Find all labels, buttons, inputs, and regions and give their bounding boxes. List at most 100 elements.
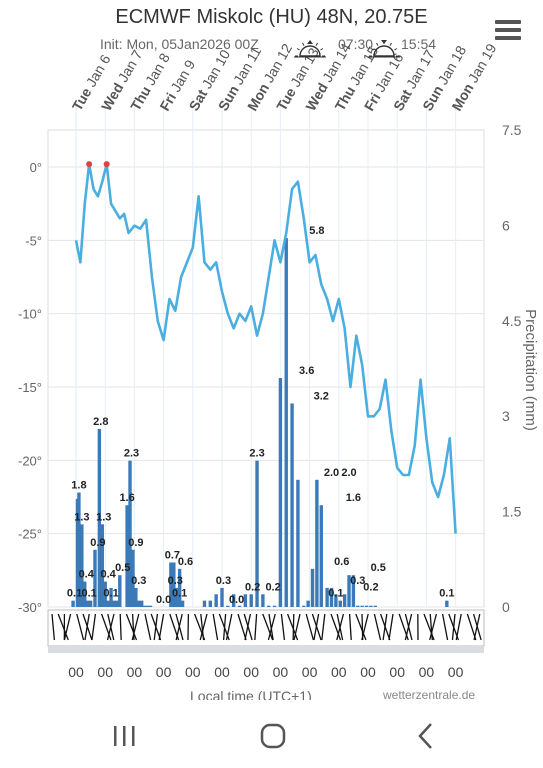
sunset-time: 15:54 bbox=[401, 36, 437, 52]
time-tick-label: 00 bbox=[419, 664, 435, 680]
precip-bar bbox=[118, 575, 122, 607]
recent-apps-icon[interactable] bbox=[104, 718, 144, 754]
precip-value-label: 0.2 bbox=[265, 581, 280, 593]
precip-value-label: 0.6 bbox=[178, 556, 193, 568]
precip-bar bbox=[220, 587, 224, 607]
wind-arrow bbox=[373, 613, 382, 641]
precip-bar bbox=[109, 587, 113, 607]
precip-bar bbox=[310, 568, 315, 607]
precip-bar bbox=[112, 600, 116, 607]
precip-value-label: 2.3 bbox=[124, 448, 139, 460]
precip-value-label: 0.3 bbox=[168, 575, 183, 587]
precip-bar bbox=[360, 605, 364, 607]
precip-bar bbox=[71, 600, 75, 607]
time-tick-label: 00 bbox=[185, 664, 201, 680]
precip-bar bbox=[325, 587, 329, 607]
precip-value-label: 1.3 bbox=[96, 511, 111, 523]
precip-value-label: 0.1 bbox=[172, 588, 187, 600]
back-icon[interactable] bbox=[406, 718, 446, 754]
precip-bar bbox=[347, 575, 351, 607]
precip-bar bbox=[329, 587, 334, 607]
precip-value-label: 3.2 bbox=[314, 390, 329, 402]
wind-arrow bbox=[63, 613, 72, 641]
precip-bar bbox=[302, 605, 306, 607]
time-tick-label: 00 bbox=[448, 664, 464, 680]
wind-arrow bbox=[119, 613, 122, 641]
precip-value-label: 0.0 bbox=[229, 594, 244, 606]
wind-arrow bbox=[455, 613, 462, 641]
wind-arrow bbox=[91, 613, 97, 641]
precip-bar bbox=[106, 600, 110, 607]
precip-bar bbox=[315, 479, 319, 607]
wind-arrow bbox=[293, 613, 301, 641]
precip-bar bbox=[145, 605, 150, 607]
wind-arrow bbox=[144, 613, 152, 641]
hamburger-menu-icon[interactable] bbox=[495, 20, 521, 42]
precip-bar bbox=[338, 600, 342, 607]
android-navbar bbox=[0, 700, 543, 768]
wind-arrow bbox=[348, 613, 352, 641]
time-tick-label: 00 bbox=[243, 664, 259, 680]
credit-text[interactable]: wetterzentrale.de bbox=[383, 688, 476, 702]
precip-value-label: 0.4 bbox=[100, 569, 116, 581]
precip-bar bbox=[137, 600, 141, 607]
temp-tick-label: -5° bbox=[25, 233, 42, 248]
precip-value-label: 0.1 bbox=[439, 588, 454, 600]
wind-arrow bbox=[280, 613, 286, 641]
wind-arrow bbox=[100, 613, 112, 641]
plot-area bbox=[47, 129, 485, 608]
temp-tick-label: -25° bbox=[18, 527, 42, 542]
precip-value-label: 0.1 bbox=[328, 588, 343, 600]
precip-bar bbox=[255, 460, 259, 607]
precip-bar bbox=[83, 581, 87, 607]
home-icon[interactable] bbox=[253, 718, 293, 754]
wind-arrow bbox=[158, 613, 165, 641]
time-scrollbar[interactable] bbox=[48, 647, 484, 653]
precip-value-label: 0.0 bbox=[156, 594, 171, 606]
precip-bar bbox=[445, 600, 449, 607]
init-time: Init: Mon, 05Jan2026 00Z bbox=[100, 36, 259, 52]
precip-bar bbox=[125, 505, 129, 607]
precip-bar bbox=[134, 587, 138, 607]
time-tick-label: 00 bbox=[68, 664, 84, 680]
wind-arrow bbox=[382, 613, 388, 641]
precip-bar bbox=[278, 378, 283, 607]
precip-bar bbox=[237, 605, 242, 607]
precip-bar bbox=[364, 605, 369, 607]
precip-tick-label: 7.5 bbox=[502, 122, 522, 138]
precip-tick-label: 6 bbox=[502, 217, 510, 233]
time-tick-label: 00 bbox=[302, 664, 318, 680]
wind-arrow bbox=[262, 613, 274, 641]
precip-bar bbox=[249, 594, 253, 607]
wind-arrow bbox=[199, 613, 208, 641]
wind-arrow bbox=[222, 613, 227, 641]
precip-tick-label: 0 bbox=[502, 599, 510, 615]
chart-title: ECMWF Miskolc (HU) 48N, 20.75E bbox=[115, 6, 428, 28]
time-tick-label: 00 bbox=[127, 664, 143, 680]
precip-value-label: 0.4 bbox=[79, 569, 95, 581]
precip-bar bbox=[85, 600, 90, 607]
wind-arrow bbox=[429, 613, 438, 641]
wind-arrow bbox=[330, 613, 342, 641]
wind-arrow bbox=[429, 613, 433, 641]
wind-arrow bbox=[267, 613, 276, 641]
precip-axis-label: Precipitation (mm) bbox=[522, 309, 539, 431]
precip-value-label: 0.9 bbox=[128, 537, 143, 549]
wind-arrow bbox=[200, 613, 205, 641]
time-tick-label: 00 bbox=[360, 664, 376, 680]
sunrise-icon bbox=[294, 40, 326, 58]
temp-tick-label: -30° bbox=[18, 600, 42, 615]
precip-bar bbox=[208, 600, 213, 607]
precip-bar bbox=[142, 605, 147, 607]
precip-value-label: 1.3 bbox=[74, 511, 89, 523]
precip-bar bbox=[103, 581, 107, 607]
temp-tick-label: 0° bbox=[30, 160, 42, 175]
wind-strip bbox=[47, 609, 485, 647]
wind-arrow bbox=[84, 613, 90, 641]
precip-bar bbox=[231, 594, 236, 607]
wind-arrow bbox=[131, 613, 140, 641]
wind-arrow bbox=[404, 613, 413, 641]
wind-arrow bbox=[106, 613, 115, 641]
wind-arrow bbox=[175, 613, 183, 641]
wind-arrow bbox=[237, 613, 247, 641]
